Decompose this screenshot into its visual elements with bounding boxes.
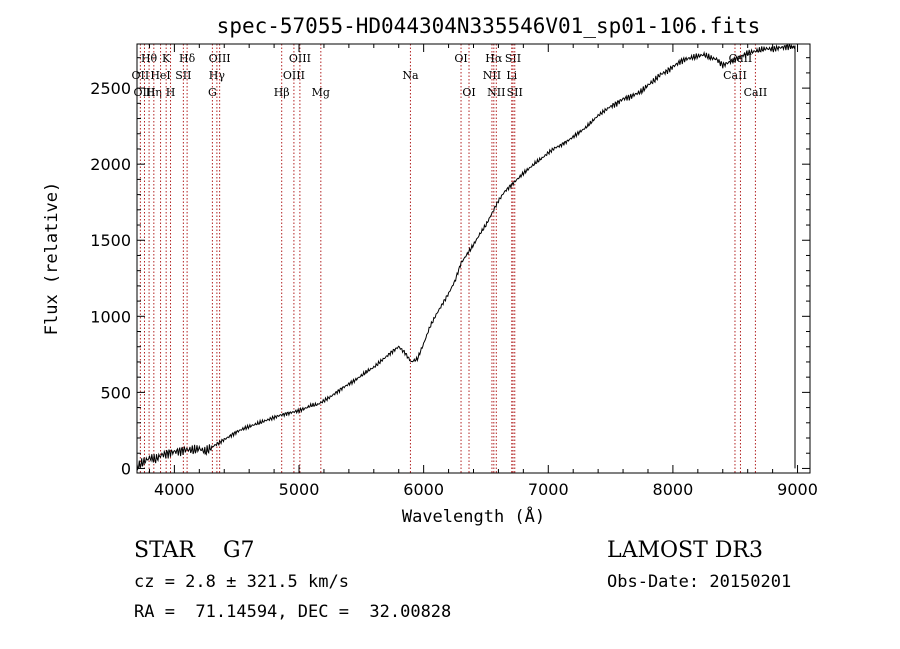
line-label-23: SII (505, 52, 521, 65)
chart-title: spec-57055-HD044304N335546V01_sp01-106.f… (217, 14, 761, 38)
y-tick-label-2: 1000 (90, 307, 131, 326)
line-label-10: Hγ (209, 69, 226, 82)
y-tick-label-0: 0 (121, 459, 131, 478)
x-tick-label-1: 5000 (279, 480, 320, 499)
line-label-21: NII (487, 86, 505, 99)
x-axis-label: Wavelength (Å) (402, 505, 545, 527)
line-label-18: OI (462, 86, 475, 99)
line-label-24: SII (507, 86, 523, 99)
line-label-17: OI (454, 52, 467, 65)
line-label-26: CaII (729, 52, 753, 65)
line-label-12: Hβ (274, 86, 290, 99)
line-label-16: Na (402, 69, 419, 82)
plot-frame (136, 43, 811, 474)
line-label-27: CaII (744, 86, 768, 99)
line-label-22: Li (506, 69, 517, 82)
line-label-2: OIII (133, 86, 155, 99)
x-tick-label-3: 7000 (528, 480, 569, 499)
y-axis-label: Flux (relative) (42, 182, 62, 336)
y-tick-label-4: 2000 (90, 155, 131, 174)
line-label-7: SII (175, 69, 191, 82)
line-label-9: G (208, 86, 217, 99)
line-label-4: HeI (150, 69, 170, 82)
line-label-15: Mg (312, 86, 330, 99)
redshift-text: cz = 2.8 ± 321.5 km/s (134, 572, 349, 592)
spectrum-line (136, 43, 796, 471)
object-class: STAR G7 (134, 538, 255, 563)
line-label-6: H (166, 86, 176, 99)
line-label-19: NII (483, 69, 501, 82)
line-label-20: Hα (485, 52, 503, 65)
x-tick-label-4: 8000 (653, 480, 694, 499)
line-label-8: Hδ (179, 52, 196, 65)
line-label-5: K (162, 52, 171, 65)
y-tick-label-5: 2500 (90, 79, 131, 98)
y-tick-label-3: 1500 (90, 231, 131, 250)
line-label-14: OIII (289, 52, 311, 65)
coordinates-text: RA = 71.14594, DEC = 32.00828 (134, 602, 452, 622)
x-tick-label-2: 6000 (403, 480, 444, 499)
line-label-11: OIII (209, 52, 231, 65)
x-tick-label-5: 9000 (777, 480, 818, 499)
y-tick-label-1: 500 (100, 383, 131, 402)
survey-name: LAMOST DR3 (607, 538, 763, 563)
spectrum-chart: spec-57055-HD044304N335546V01_sp01-106.f… (42, 14, 818, 527)
observation-date: Obs-Date: 20150201 (607, 572, 792, 592)
line-label-25: CaII (723, 69, 747, 82)
line-label-13: OIII (283, 69, 305, 82)
x-tick-label-0: 4000 (154, 480, 195, 499)
line-label-3: Hη (146, 86, 162, 99)
line-label-0: Hθ (141, 52, 158, 65)
line-label-1: OII (132, 69, 150, 82)
